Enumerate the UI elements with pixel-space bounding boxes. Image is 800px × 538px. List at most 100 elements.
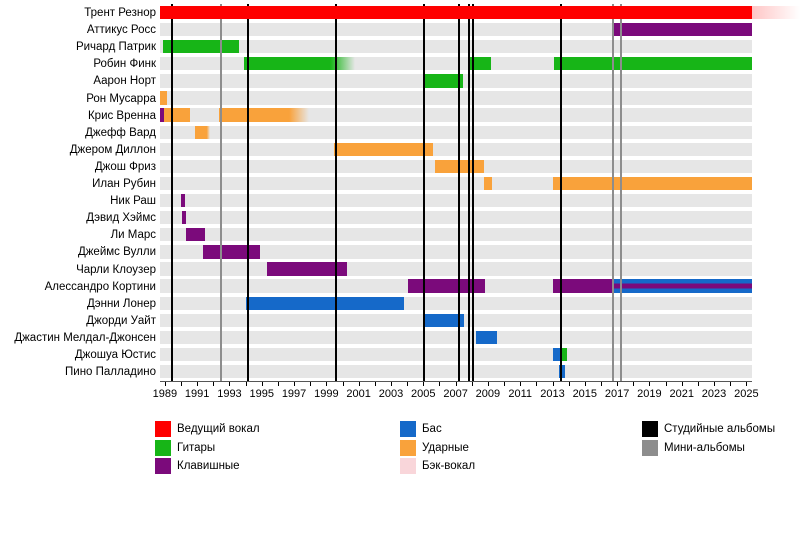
timeline-bar-bass bbox=[552, 347, 560, 362]
axis-tick bbox=[600, 382, 602, 386]
member-label: Рон Мусарра bbox=[86, 92, 156, 105]
timeline-bar-bass bbox=[475, 330, 497, 345]
row-band bbox=[160, 364, 752, 379]
legend-label: Студийные альбомы bbox=[664, 423, 776, 435]
axis-tick bbox=[536, 382, 538, 386]
axis-tick-label: 2009 bbox=[475, 388, 501, 400]
axis-tick-label: 2019 bbox=[637, 388, 662, 400]
axis-tick bbox=[455, 382, 457, 386]
axis-tick bbox=[746, 382, 748, 386]
row-band bbox=[160, 40, 752, 54]
timeline-bar-keyboards bbox=[407, 279, 485, 293]
timeline-bar-drums bbox=[194, 125, 211, 139]
album-line bbox=[247, 4, 250, 381]
album-line bbox=[171, 4, 174, 381]
row-band bbox=[160, 91, 752, 105]
legend-label: Мини-альбомы bbox=[664, 441, 745, 454]
axis-tick bbox=[487, 382, 489, 386]
axis-tick bbox=[471, 382, 473, 386]
axis-tick bbox=[504, 382, 506, 386]
album-line bbox=[472, 4, 475, 381]
axis-tick bbox=[584, 382, 586, 386]
axis-tick bbox=[681, 382, 683, 386]
timeline-bar-guitars bbox=[243, 57, 356, 71]
ep-line bbox=[220, 4, 223, 381]
axis-tick bbox=[697, 382, 699, 386]
axis-tick-label: 1995 bbox=[249, 388, 274, 400]
timeline-bar-guitars bbox=[559, 347, 568, 362]
legend-label: Гитары bbox=[177, 441, 216, 454]
timeline-bar-guitars bbox=[163, 40, 240, 54]
ep-line bbox=[620, 4, 623, 381]
axis-tick-label: 1993 bbox=[217, 388, 242, 400]
axis-tick bbox=[633, 382, 635, 386]
axis-tick-label: 2007 bbox=[443, 388, 468, 400]
timeline-bar-keyboards bbox=[160, 108, 165, 122]
axis-tick bbox=[407, 382, 409, 386]
timeline-bar-keyboards bbox=[612, 22, 752, 37]
timeline-bar-drums bbox=[553, 176, 752, 191]
axis-tick-label: 2011 bbox=[508, 388, 533, 400]
member-label: Дэнни Лонер bbox=[86, 297, 156, 310]
member-label: Джеймс Вулли bbox=[77, 246, 156, 259]
axis-tick bbox=[649, 382, 651, 386]
timeline-bar-drums bbox=[164, 108, 190, 122]
legend-swatch-icon bbox=[642, 421, 658, 437]
row-band bbox=[160, 211, 752, 225]
legend-swatch-icon bbox=[155, 439, 171, 456]
x-axis-line bbox=[160, 381, 752, 382]
timeline-bar-drums bbox=[334, 142, 433, 156]
member-label: Джефф Вард bbox=[85, 126, 156, 139]
member-label: Джош Фриз bbox=[94, 160, 156, 173]
axis-tick bbox=[568, 382, 570, 386]
timeline-bar-guitars bbox=[423, 74, 463, 88]
member-labels-column: Трент Резнор Аттикус Росс Ричард Патрик Роб… bbox=[0, 0, 156, 390]
legend-label: Ведущий вокал bbox=[177, 423, 260, 435]
member-label: Крис Вренна bbox=[87, 109, 156, 122]
axis-tick bbox=[390, 382, 392, 386]
legend: Ведущий вокал Гитары Клавишные Бас Ударные Бэ… bbox=[0, 418, 800, 478]
axis-tick bbox=[197, 382, 199, 386]
album-line bbox=[423, 4, 426, 381]
legend-swatch-icon bbox=[155, 421, 171, 437]
axis-tick bbox=[229, 382, 231, 386]
album-line bbox=[468, 4, 471, 381]
axis-tick-label: 1989 bbox=[152, 388, 178, 400]
timeline-bar-keyboards bbox=[185, 228, 206, 242]
row-band bbox=[160, 193, 752, 208]
member-label: Аарон Норт bbox=[93, 75, 156, 88]
axis-tick bbox=[294, 382, 296, 386]
member-label: Ричард Патрик bbox=[75, 41, 156, 54]
row-band bbox=[160, 142, 752, 156]
member-label: Аттикус Росс bbox=[86, 24, 156, 37]
legend-swatch-icon bbox=[400, 421, 416, 437]
timeline-bar-bass_keys bbox=[612, 279, 752, 293]
timeline-bar-keyboards bbox=[202, 245, 261, 259]
member-label: Алессандро Кортини bbox=[44, 280, 156, 293]
axis-tick bbox=[520, 382, 522, 386]
axis-tick bbox=[665, 382, 667, 386]
legend-label: Клавишные bbox=[177, 460, 240, 472]
axis-tick bbox=[261, 382, 263, 386]
ep-line bbox=[612, 4, 615, 381]
axis-tick bbox=[714, 382, 716, 386]
album-line bbox=[457, 4, 460, 381]
axis-tick bbox=[374, 382, 376, 386]
axis-tick bbox=[213, 382, 215, 386]
member-label: Джорди Уайт bbox=[86, 314, 156, 327]
member-label: Ли Марс bbox=[110, 229, 156, 242]
timeline-bar-bass bbox=[245, 296, 404, 310]
axis-tick-label: 2015 bbox=[572, 388, 598, 400]
timeline-bar-guitars bbox=[470, 57, 492, 71]
axis-tick bbox=[342, 382, 344, 386]
legend-swatch-icon bbox=[642, 439, 658, 456]
axis-tick-label: 2021 bbox=[669, 388, 694, 400]
member-label: Робин Финк bbox=[93, 58, 156, 71]
album-line bbox=[560, 4, 563, 381]
axis-tick bbox=[439, 382, 441, 386]
axis-tick-label: 2001 bbox=[346, 388, 371, 400]
axis-tick-label: 2003 bbox=[378, 388, 404, 400]
row-band bbox=[160, 330, 752, 345]
axis-tick-label: 2005 bbox=[411, 388, 436, 400]
